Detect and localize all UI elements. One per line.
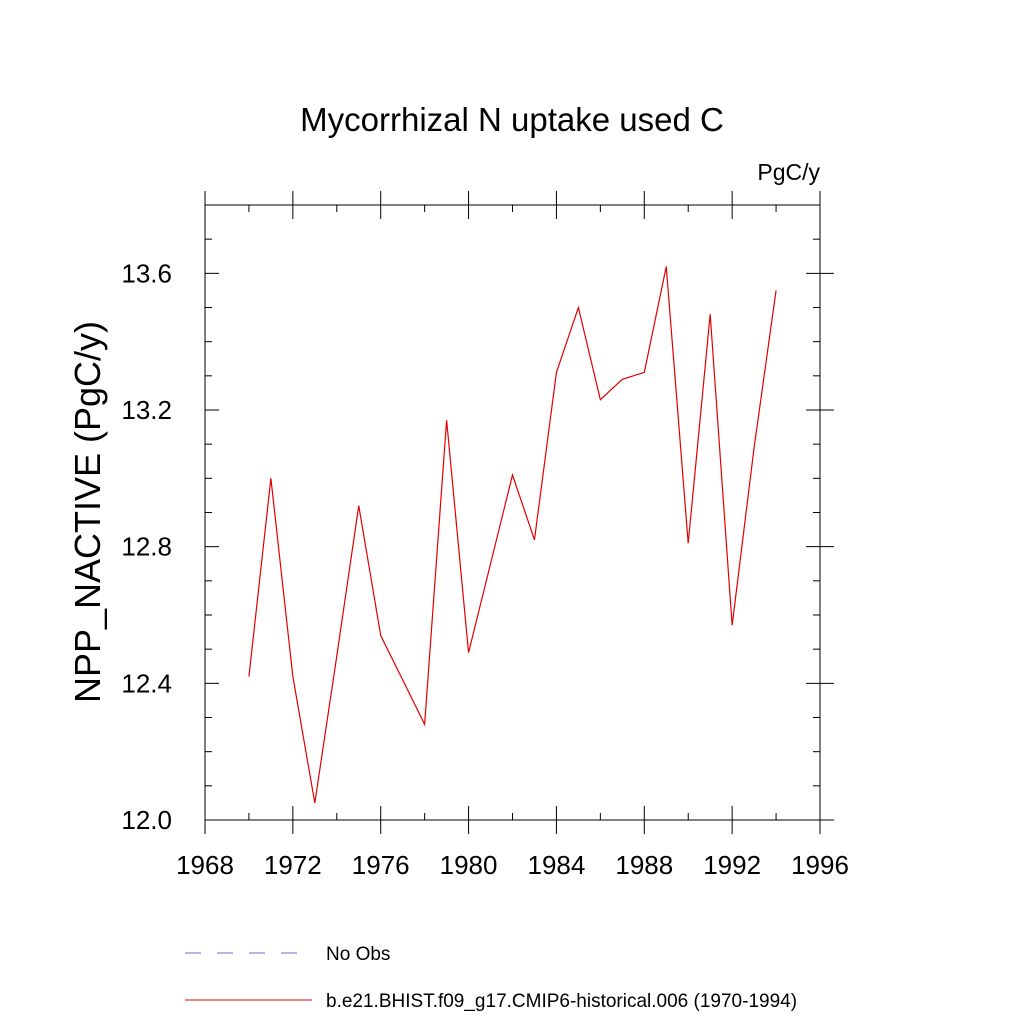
x-tick-label: 1980 [440, 850, 498, 880]
units-label: PgC/y [757, 159, 820, 185]
plot-frame [204, 204, 821, 821]
x-tick-label: 1988 [615, 850, 673, 880]
chart-title: Mycorrhizal N uptake used C [300, 101, 724, 138]
y-tick-label: 13.6 [121, 258, 172, 288]
series-line [248, 266, 777, 804]
axis-ticks [204, 191, 834, 834]
y-tick-label: 12.0 [121, 805, 172, 835]
y-tick-label: 12.8 [121, 532, 172, 562]
legend-label: b.e21.BHIST.f09_g17.CMIP6-historical.006… [326, 991, 797, 1012]
x-tick-label: 1972 [264, 850, 322, 880]
axis-tick-labels: 1968 1972 1976 1980 1984 1988 1992 1996 12.0 12.4… [121, 258, 849, 880]
x-tick-label: 1968 [176, 850, 234, 880]
y-tick-label: 12.4 [121, 668, 172, 698]
y-tick-label: 13.2 [121, 395, 172, 425]
x-tick-label: 1992 [703, 850, 761, 880]
x-tick-label: 1996 [791, 850, 849, 880]
x-tick-label: 1976 [352, 850, 410, 880]
y-axis-label: NPP_NACTIVE (PgC/y) [67, 321, 108, 703]
legend: No Obs b.e21.BHIST.f09_g17.CMIP6-historic… [185, 944, 797, 1012]
series-layer [248, 266, 777, 804]
x-tick-label: 1984 [528, 850, 586, 880]
legend-label: No Obs [326, 944, 390, 965]
